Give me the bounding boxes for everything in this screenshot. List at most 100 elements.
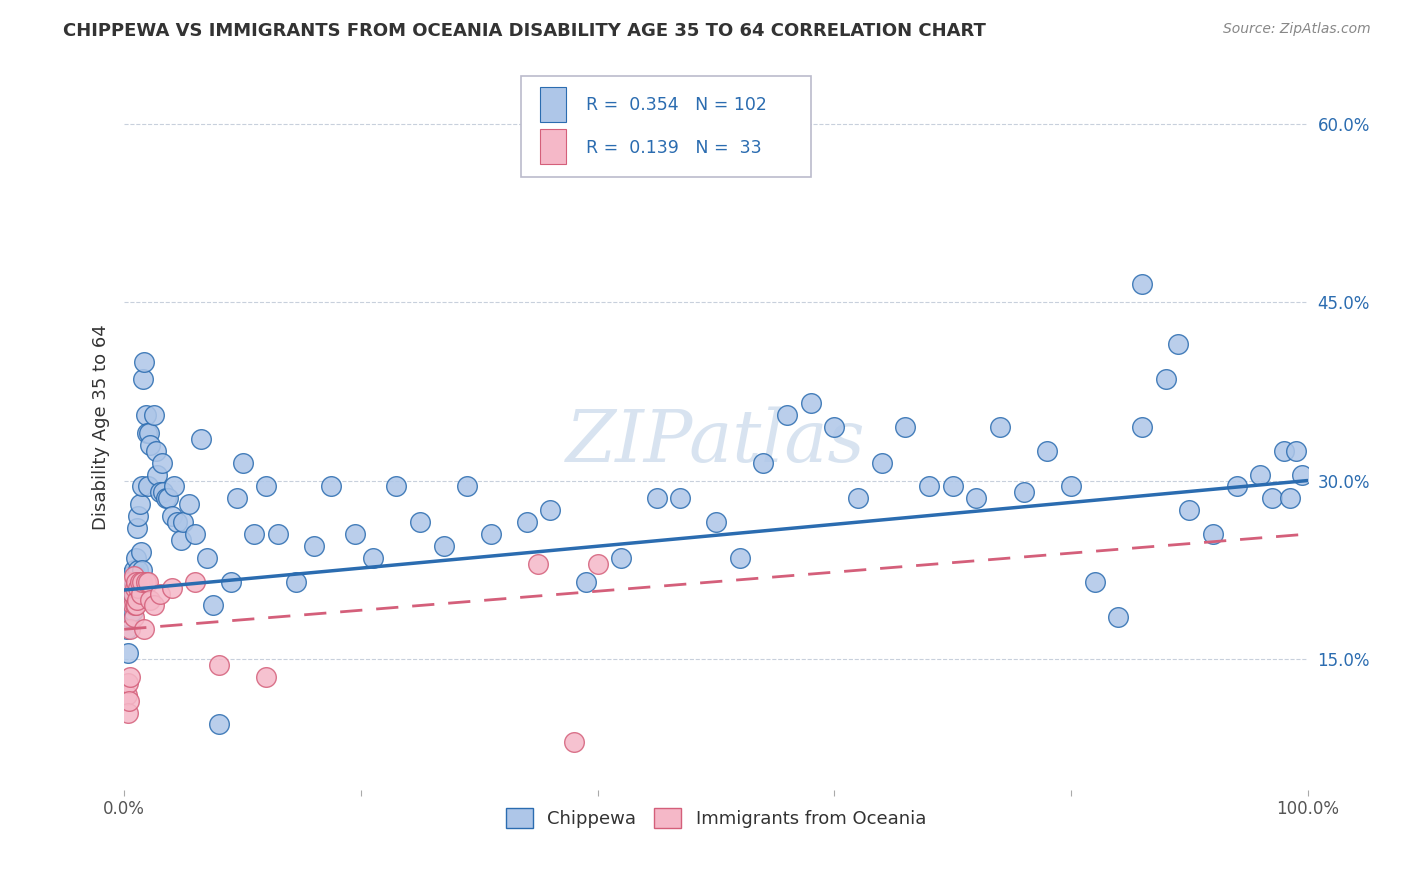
Point: [284, 574, 307, 589]
Point: [1107, 610, 1129, 624]
Point: [139, 592, 162, 607]
Point: [122, 568, 145, 582]
Point: [125, 574, 148, 589]
Point: [131, 563, 153, 577]
Point: [610, 550, 633, 565]
Point: [302, 539, 325, 553]
Point: [823, 420, 845, 434]
Point: [225, 491, 247, 506]
Point: [155, 491, 177, 506]
Point: [1278, 491, 1301, 506]
Point: [146, 467, 169, 482]
Point: [129, 586, 152, 600]
Point: [124, 599, 146, 613]
Point: [770, 128, 793, 143]
Point: [149, 586, 172, 600]
Point: [121, 581, 143, 595]
Point: [166, 515, 188, 529]
Point: [117, 646, 139, 660]
Point: [562, 735, 585, 749]
Point: [120, 568, 142, 582]
Point: [219, 574, 242, 589]
Point: [117, 706, 139, 720]
Point: [128, 574, 150, 589]
Point: [1012, 485, 1035, 500]
Bar: [540, 128, 565, 163]
Point: [800, 396, 823, 410]
Point: [1060, 479, 1083, 493]
Point: [170, 533, 193, 547]
Point: [134, 354, 156, 368]
Point: [385, 479, 408, 493]
Point: [243, 527, 266, 541]
Point: [988, 420, 1011, 434]
FancyBboxPatch shape: [520, 77, 811, 177]
Point: [1036, 443, 1059, 458]
Point: [1202, 527, 1225, 541]
Point: [728, 550, 751, 565]
Point: [1249, 467, 1271, 482]
Point: [846, 491, 869, 506]
Point: [125, 599, 148, 613]
Point: [586, 557, 609, 571]
Point: [145, 443, 167, 458]
Point: [195, 550, 218, 565]
Point: [516, 515, 538, 529]
Point: [120, 574, 142, 589]
Point: [160, 581, 183, 595]
Point: [131, 574, 153, 589]
Point: [538, 503, 561, 517]
Point: [752, 456, 775, 470]
Text: R =  0.354   N = 102: R = 0.354 N = 102: [586, 96, 766, 114]
Point: [645, 491, 668, 506]
Point: [704, 515, 727, 529]
Y-axis label: Disability Age 35 to 64: Disability Age 35 to 64: [93, 324, 110, 530]
Point: [127, 581, 149, 595]
Text: ZIPatlas: ZIPatlas: [567, 406, 866, 476]
Point: [918, 479, 941, 493]
Point: [575, 574, 598, 589]
Point: [894, 420, 917, 434]
Point: [254, 479, 277, 493]
Point: [152, 485, 174, 500]
Point: [343, 527, 366, 541]
Point: [135, 408, 157, 422]
Point: [134, 622, 156, 636]
Point: [118, 694, 141, 708]
Point: [1285, 443, 1308, 458]
Point: [139, 438, 162, 452]
Point: [527, 557, 550, 571]
Text: R =  0.139   N =  33: R = 0.139 N = 33: [586, 138, 762, 156]
Point: [163, 479, 186, 493]
Point: [124, 581, 146, 595]
Bar: [540, 87, 565, 122]
Point: [184, 527, 207, 541]
Point: [172, 515, 194, 529]
Point: [208, 657, 231, 672]
Point: [120, 599, 142, 613]
Point: [1178, 503, 1201, 517]
Point: [120, 592, 142, 607]
Point: [184, 574, 207, 589]
Point: [1291, 467, 1313, 482]
Point: [127, 563, 149, 577]
Point: [1130, 277, 1153, 292]
Point: [456, 479, 478, 493]
Point: [179, 497, 201, 511]
Point: [1084, 574, 1107, 589]
Point: [121, 586, 143, 600]
Point: [1261, 491, 1284, 506]
Point: [124, 574, 146, 589]
Point: [190, 432, 212, 446]
Point: [122, 586, 145, 600]
Point: [136, 574, 159, 589]
Point: [669, 491, 692, 506]
Point: [267, 527, 290, 541]
Point: [131, 479, 153, 493]
Point: [1226, 479, 1249, 493]
Point: [138, 425, 160, 440]
Point: [232, 456, 254, 470]
Point: [122, 610, 145, 624]
Point: [361, 550, 384, 565]
Point: [201, 599, 224, 613]
